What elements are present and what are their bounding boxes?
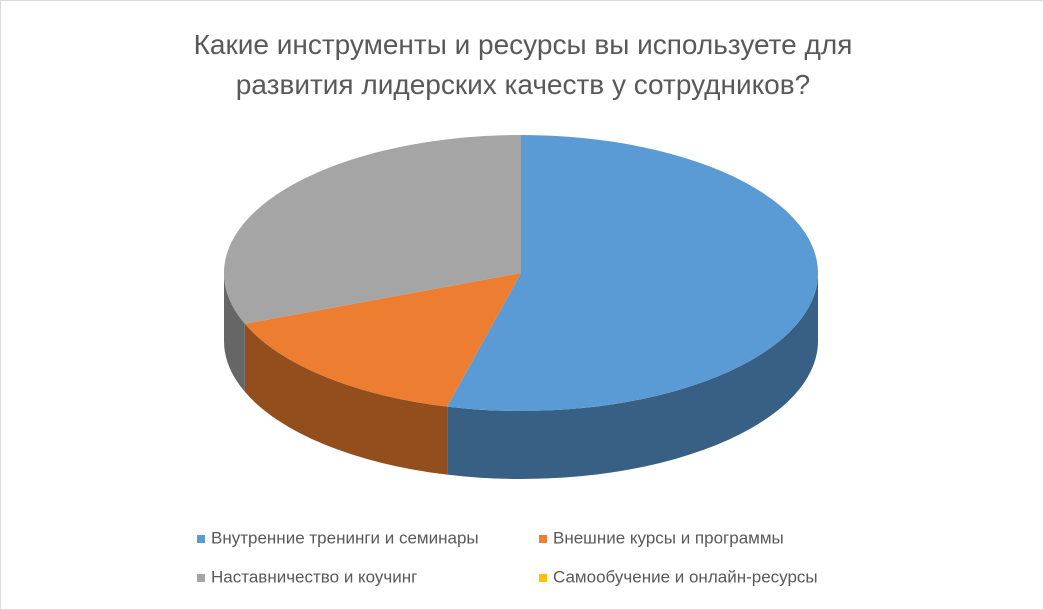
legend-label: Наставничество и коучинг (211, 567, 417, 586)
slice (224, 135, 522, 324)
chart-title: Какие инструменты и ресурсы вы используе… (193, 29, 853, 100)
slice-side (447, 273, 818, 480)
legend-marker (539, 574, 547, 582)
legend-label: Самообучение и онлайн-ресурсы (553, 567, 818, 586)
legend-label: Внешние курсы и программы (553, 528, 784, 547)
legend-marker (197, 574, 205, 582)
slice (447, 135, 818, 411)
slice (244, 273, 521, 407)
slice-side (224, 273, 245, 392)
slice-side (244, 323, 448, 475)
legend-label: Внутренние тренинги и семинары (211, 528, 479, 547)
legend-marker (539, 535, 547, 543)
legend-marker (197, 535, 205, 543)
